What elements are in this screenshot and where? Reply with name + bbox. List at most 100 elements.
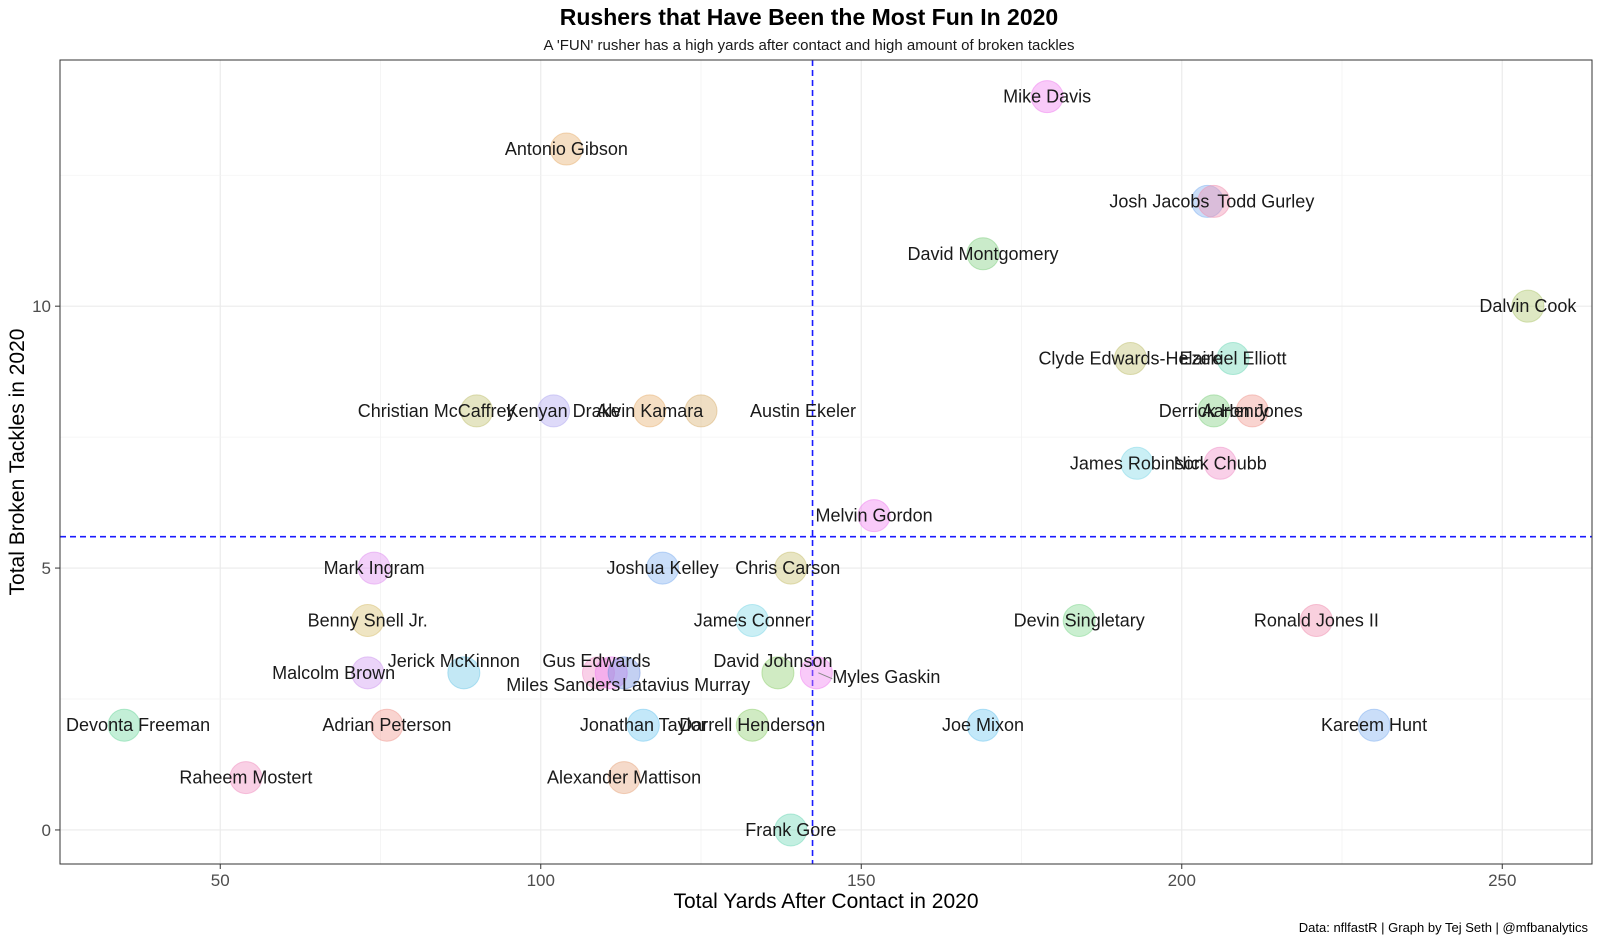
point-label: James Conner <box>694 610 811 630</box>
data-point <box>460 394 494 428</box>
point-label: Raheem Mostert <box>179 768 312 788</box>
chart-caption: Data: nflfastR | Graph by Tej Seth | @mf… <box>1299 920 1589 935</box>
point-label: Alvin Kamara <box>596 401 704 421</box>
point-label: Mark Ingram <box>324 558 425 578</box>
point-label: Miles Sanders <box>506 675 620 695</box>
point-label: David Johnson <box>713 651 832 671</box>
point-label: Gus Edwards <box>542 651 650 671</box>
point-label: Benny Snell Jr. <box>308 610 428 630</box>
reference-lines <box>60 60 1592 864</box>
point-label: Adrian Peterson <box>322 715 451 735</box>
data-point <box>735 603 769 637</box>
chart-subtitle: A 'FUN' rusher has a high yards after co… <box>543 37 1074 54</box>
data-point <box>1197 394 1231 428</box>
y-tick-label: 5 <box>42 559 51 578</box>
point-label: Josh Jacobs <box>1109 191 1209 211</box>
data-point <box>966 708 1000 742</box>
point-label: Jerick McKinnon <box>388 651 520 671</box>
data-point <box>1511 289 1545 323</box>
x-tick-label: 200 <box>1168 871 1196 890</box>
data-point <box>646 551 680 585</box>
point-label: Dalvin Cook <box>1479 296 1577 316</box>
grid-layer <box>59 60 1592 864</box>
point-label: Antonio Gibson <box>505 139 628 159</box>
axis-ticks: 50 100 150 200 250 0 5 10 <box>32 297 1516 890</box>
x-axis-title: Total Yards After Contact in 2020 <box>673 890 978 913</box>
data-point <box>607 656 641 690</box>
point-label: Aaron Jones <box>1202 401 1303 421</box>
point-label: David Montgomery <box>908 244 1059 264</box>
data-point <box>799 656 833 690</box>
data-point <box>351 656 385 690</box>
data-point <box>966 237 1000 271</box>
label-leader-line <box>818 672 833 680</box>
point-label: Frank Gore <box>745 820 836 840</box>
x-tick-label: 100 <box>527 871 555 890</box>
point-label: Clyde Edwards-Helaire <box>1038 349 1222 369</box>
data-point <box>537 394 571 428</box>
points-layer <box>107 80 1545 847</box>
point-label: Kareem Hunt <box>1321 715 1427 735</box>
data-point <box>607 761 641 795</box>
data-point <box>1203 446 1237 480</box>
point-label: Ezekiel Elliott <box>1180 349 1287 369</box>
data-point <box>684 394 718 428</box>
point-label: Derrick Henry <box>1159 401 1269 421</box>
point-label: Latavius Murray <box>622 675 750 695</box>
point-label: Malcolm Brown <box>272 663 395 683</box>
data-point <box>1062 603 1096 637</box>
plot-panel-border <box>59 59 1593 865</box>
data-point <box>447 656 481 690</box>
data-point <box>761 656 795 690</box>
chart-title: Rushers that Have Been the Most Fun In 2… <box>560 4 1058 30</box>
point-label: Melvin Gordon <box>816 506 933 526</box>
point-label: Christian McCaffrey <box>358 401 516 421</box>
point-label: Mike Davis <box>1003 87 1091 107</box>
point-label: Joe Mixon <box>942 715 1024 735</box>
point-label: Chris Carson <box>735 558 840 578</box>
point-label: Joshua Kelley <box>607 558 719 578</box>
point-label: Darrell Henderson <box>679 715 825 735</box>
point-label: Todd Gurley <box>1217 191 1314 211</box>
data-point <box>1216 342 1250 376</box>
y-tick-label: 10 <box>32 297 51 316</box>
data-point <box>1299 603 1333 637</box>
point-label: James Robinson <box>1070 453 1204 473</box>
y-axis-title: Total Broken Tackles in 2020 <box>6 329 29 596</box>
data-point <box>633 394 667 428</box>
data-point <box>107 708 141 742</box>
data-point <box>370 708 404 742</box>
data-point <box>581 656 615 690</box>
data-point <box>626 708 660 742</box>
x-tick-label: 250 <box>1488 871 1516 890</box>
data-point <box>857 499 891 533</box>
data-point <box>735 708 769 742</box>
point-label: Austin Ekeler <box>750 401 856 421</box>
x-tick-label: 50 <box>211 871 230 890</box>
data-point <box>1120 446 1154 480</box>
data-point <box>1113 342 1147 376</box>
data-point <box>229 761 263 795</box>
point-label: Myles Gaskin <box>832 667 940 687</box>
point-labels-layer: Mike Davis Antonio Gibson Josh Jacobs Todd … <box>66 87 1577 840</box>
point-label: Devonta Freeman <box>66 715 210 735</box>
data-point <box>774 551 808 585</box>
point-label: Alexander Mattison <box>547 768 701 788</box>
data-point <box>774 813 808 847</box>
point-label: Jonathan Taylor <box>580 715 707 735</box>
x-tick-label: 150 <box>847 871 875 890</box>
point-label: Kenyan Drake <box>507 401 621 421</box>
data-point <box>351 603 385 637</box>
point-label: Ronald Jones II <box>1254 610 1379 630</box>
data-point <box>549 132 583 166</box>
data-point <box>1235 394 1269 428</box>
data-point <box>1197 184 1231 218</box>
data-point <box>594 656 628 690</box>
y-tick-label: 0 <box>42 821 51 840</box>
point-label: Devin Singletary <box>1014 610 1145 630</box>
point-label: Nick Chubb <box>1174 453 1267 473</box>
data-point <box>1030 80 1064 114</box>
data-point <box>357 551 391 585</box>
